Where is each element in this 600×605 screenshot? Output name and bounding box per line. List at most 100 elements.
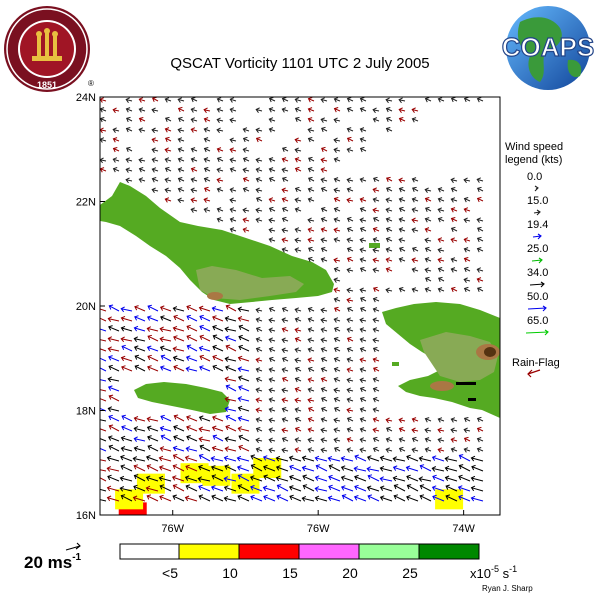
wind-arrow — [164, 127, 172, 133]
wind-arrow — [307, 97, 315, 103]
wind-arrow — [463, 277, 471, 283]
wind-arrow — [164, 166, 172, 173]
wind-arrow — [229, 97, 237, 103]
wind-arrow — [294, 227, 302, 233]
wind-arrow — [212, 434, 224, 442]
wind-arrow — [268, 206, 276, 213]
wind-arrow — [160, 434, 172, 442]
wind-arrow — [359, 367, 367, 373]
wind-arrow — [172, 306, 185, 312]
wind-arrow — [212, 344, 224, 352]
wind-arrow — [385, 257, 393, 263]
wind-arrow — [151, 177, 159, 183]
wind-arrow — [437, 267, 445, 273]
wind-arrow — [178, 116, 185, 123]
wind-arrow — [199, 324, 211, 332]
vorticity-cell — [136, 473, 165, 494]
wind-arrow — [210, 456, 224, 462]
wind-arrow — [255, 307, 263, 313]
wind-arrow — [120, 464, 133, 472]
wind-legend-speed: 19.4 — [527, 219, 548, 231]
wind-arrow — [237, 396, 250, 402]
wind-arrow — [237, 366, 250, 372]
wind-arrow — [229, 147, 237, 153]
wind-arrow — [177, 127, 185, 133]
wind-arrow — [294, 437, 302, 443]
wind-arrow — [268, 367, 276, 373]
wind-arrow — [437, 97, 445, 103]
wind-arrow — [320, 177, 328, 183]
wind-arrow — [107, 474, 120, 482]
wind-arrow — [372, 197, 380, 203]
wind-arrow — [307, 227, 315, 233]
wind-arrow — [476, 267, 484, 273]
wind-arrow — [320, 427, 328, 434]
wind-arrow — [216, 127, 224, 134]
wind-arrow — [223, 495, 237, 502]
wind-arrow — [346, 216, 354, 223]
wind-legend-speed: 50.0 — [527, 291, 548, 303]
wind-arrow — [294, 307, 302, 313]
wind-arrow — [463, 266, 471, 273]
wind-arrow — [393, 494, 406, 502]
wind-arrow — [399, 246, 406, 252]
wind-arrow — [437, 447, 445, 453]
wind-arrow — [450, 267, 458, 273]
wind-legend-arrow — [532, 233, 542, 240]
wind-arrow — [333, 197, 341, 203]
wind-arrow — [281, 317, 289, 323]
wind-arrow — [289, 494, 302, 502]
wind-arrow — [386, 426, 393, 432]
wind-arrow — [372, 427, 380, 433]
wind-arrow — [186, 344, 198, 352]
wind-arrow — [419, 494, 432, 502]
wind-arrow — [359, 327, 367, 333]
wind-arrow — [333, 367, 341, 373]
wind-arrow — [294, 107, 302, 113]
wind-arrow — [106, 466, 120, 472]
wind-arrow — [165, 116, 172, 122]
wind-arrow — [359, 226, 367, 233]
wind-arrow — [275, 475, 289, 482]
y-tick-label: 22N — [76, 197, 96, 209]
wind-arrow — [477, 226, 484, 232]
wind-arrow — [134, 354, 146, 362]
wind-arrow — [359, 177, 367, 183]
wind-arrow — [385, 97, 393, 104]
wind-arrow — [172, 445, 185, 452]
wind-arrow — [307, 237, 315, 243]
wind-arrow — [411, 447, 419, 453]
wind-arrow — [185, 366, 198, 372]
wind-arrow — [281, 237, 289, 243]
wind-arrow — [190, 197, 198, 203]
wind-arrow — [294, 377, 302, 383]
wind-arrow — [172, 346, 185, 352]
wind-arrow — [425, 206, 432, 212]
wind-arrow — [216, 117, 224, 124]
wind-arrow — [242, 177, 250, 183]
wind-arrow — [450, 187, 458, 193]
wind-arrow — [211, 306, 224, 312]
wind-arrow — [359, 107, 367, 113]
wind-arrow — [393, 484, 406, 492]
wind-arrow — [134, 315, 146, 322]
wind-arrow — [199, 354, 211, 362]
y-axis: 16N 18N 20N 22N 24N — [76, 92, 105, 522]
wind-arrow — [360, 296, 367, 302]
wind-arrow — [294, 97, 302, 103]
wind-arrow — [431, 485, 445, 492]
wind-arrow — [289, 474, 302, 482]
wind-arrow — [320, 167, 328, 173]
wind-arrow — [333, 157, 341, 163]
wind-arrow — [268, 327, 276, 333]
wind-arrow — [133, 336, 146, 342]
wind-arrow — [346, 427, 354, 433]
wind-arrow — [172, 484, 185, 492]
wind-arrow — [100, 398, 107, 402]
wind-arrow — [160, 354, 172, 362]
wind-arrow — [333, 117, 341, 124]
wind-arrow — [320, 247, 328, 253]
wind-arrow — [108, 424, 120, 432]
land-jamaica — [134, 382, 230, 414]
vorticity-cell — [231, 473, 260, 494]
